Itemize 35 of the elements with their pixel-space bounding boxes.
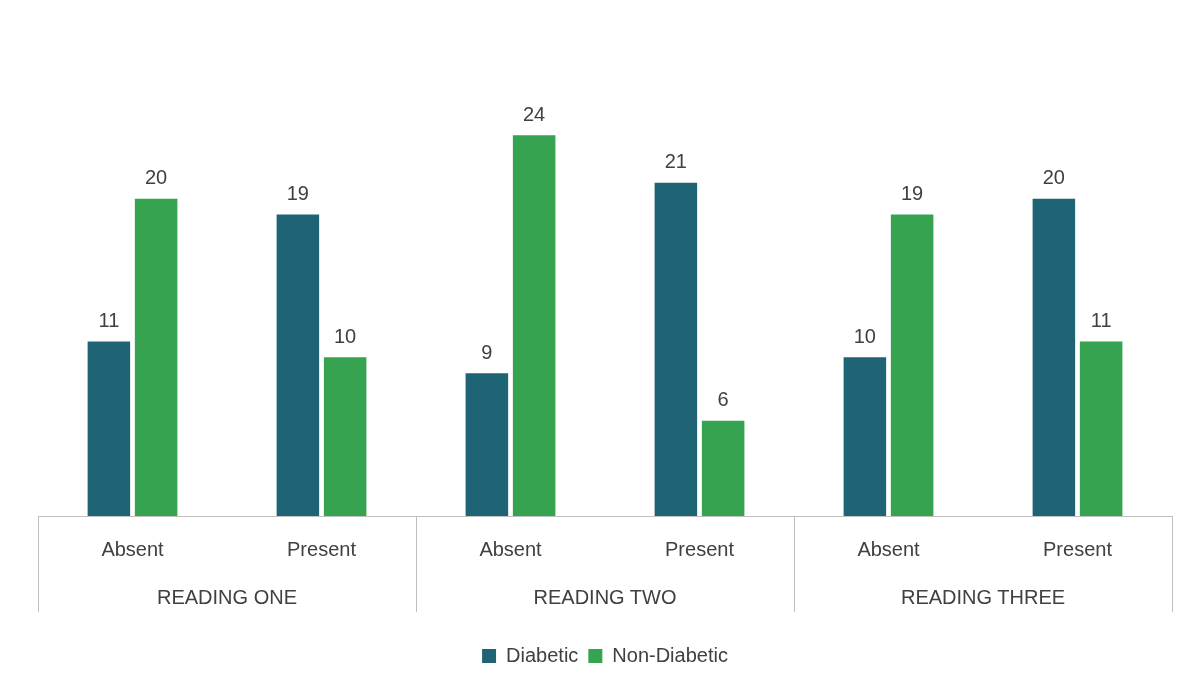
data-label: 24 <box>523 102 546 125</box>
x-tick-label: Absent <box>101 537 165 560</box>
x-tick-label: Absent <box>479 537 543 560</box>
legend-label: Non-Diabetic <box>612 643 728 666</box>
bar <box>276 214 320 516</box>
data-label: 21 <box>664 150 687 173</box>
bar <box>890 214 934 516</box>
data-label: 20 <box>1042 166 1065 189</box>
x-tick-label: Present <box>287 537 357 560</box>
data-label: 10 <box>334 324 357 347</box>
text: READING TWO <box>533 585 677 608</box>
bar <box>87 341 131 516</box>
bar <box>701 420 745 516</box>
bar <box>1032 198 1076 516</box>
data-label: 9 <box>481 340 493 363</box>
x-tick-label: Absent <box>857 537 921 560</box>
data-label: 19 <box>286 182 309 205</box>
x-tick-label: Present <box>1043 537 1113 560</box>
data-label: 6 <box>717 388 729 411</box>
data-label: 11 <box>1090 308 1112 331</box>
text: READING THREE <box>900 585 1066 608</box>
data-label: 20 <box>145 166 168 189</box>
legend-label: Diabetic <box>506 643 579 666</box>
data-label: 10 <box>853 324 876 347</box>
bar <box>654 182 698 516</box>
data-label: 11 <box>98 308 120 331</box>
bar <box>134 198 178 516</box>
bar <box>323 357 367 516</box>
bar <box>843 357 887 516</box>
x-tick-label: Present <box>665 537 735 560</box>
bar <box>1079 341 1123 516</box>
data-label: 19 <box>901 182 924 205</box>
bar <box>465 373 509 516</box>
text: READING ONE <box>156 585 298 608</box>
bar <box>512 135 556 516</box>
